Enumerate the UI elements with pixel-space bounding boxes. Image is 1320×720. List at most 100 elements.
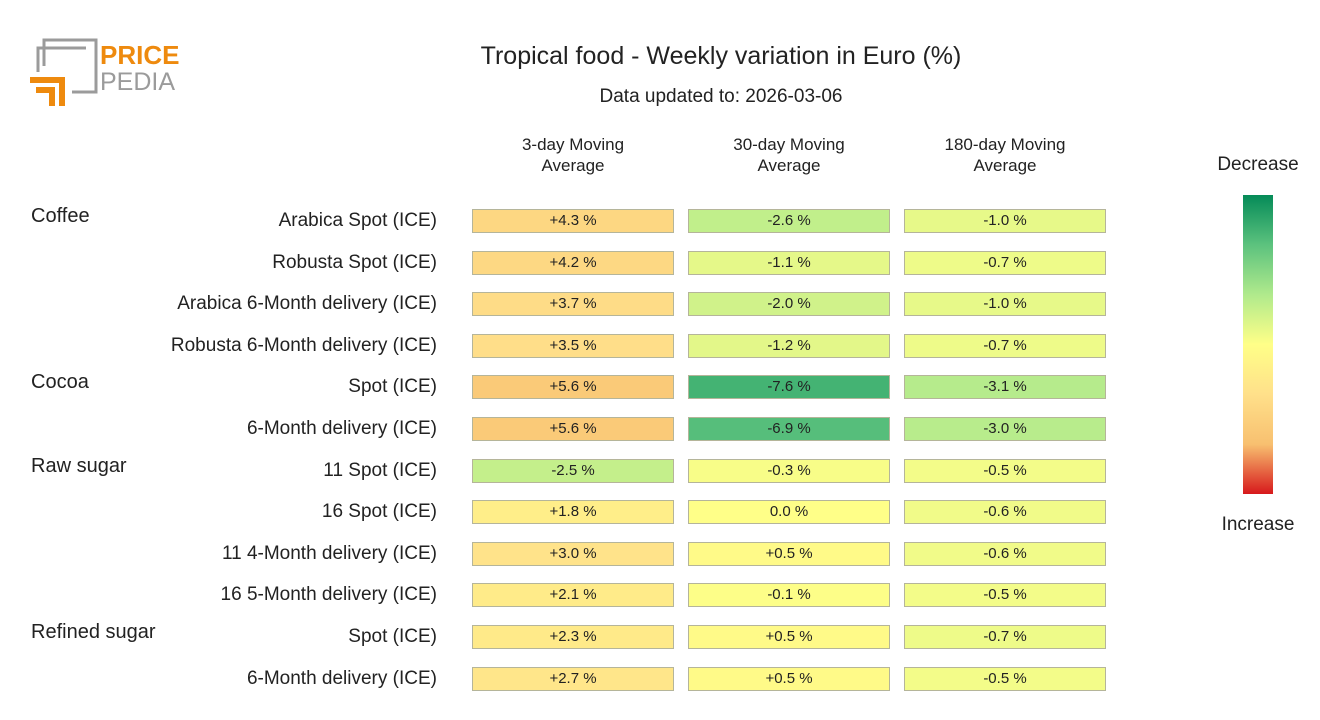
cell-label: -0.7 % — [983, 253, 1027, 271]
column-header: 3-day Moving Average — [521, 135, 625, 175]
row-label: 6-Month delivery (ICE) — [246, 418, 437, 439]
heatmap-cell: -0.5 % — [904, 666, 1106, 691]
heatmap-cell: -2.5 % — [472, 458, 674, 483]
cell-label: +3.5 % — [549, 336, 597, 354]
heatmap-cell: -0.6 % — [904, 500, 1106, 525]
row-label: Robusta Spot (ICE) — [272, 251, 437, 273]
cell-label: -0.6 % — [983, 503, 1027, 521]
heatmap-cell: +4.2 % — [472, 250, 674, 275]
column-header: 30-day Moving Average — [733, 135, 845, 175]
cell-label: +0.5 % — [765, 628, 813, 645]
cell-label: +2.1 % — [549, 586, 597, 604]
heatmap-cell: -2.6 % — [688, 209, 890, 233]
heatmap-cell: +0.5 % — [688, 625, 890, 649]
cell-label: +3.0 % — [549, 544, 597, 562]
heatmap-cell: -3.1 % — [904, 375, 1106, 400]
group-label: Cocoa — [31, 371, 89, 394]
heatmap-cell: +2.3 % — [472, 625, 674, 649]
row-label: 16 Spot (ICE) — [321, 501, 437, 523]
row-label: 11 Spot (ICE) — [323, 459, 437, 481]
heatmap-cell: +3.5 % — [472, 333, 674, 358]
cell-label: -7.6 % — [767, 378, 811, 396]
heatmap-cell: -0.7 % — [904, 333, 1106, 358]
cell-label: -0.7 % — [983, 628, 1027, 645]
group-label: Raw sugar — [31, 454, 127, 477]
cell-label: +4.2 % — [549, 253, 597, 271]
cell-label: +0.5 % — [765, 544, 813, 562]
heatmap-cell: +2.1 % — [472, 583, 674, 608]
colorbar-bottom-label: Increase — [1221, 514, 1295, 535]
cell-label: -2.6 % — [767, 212, 811, 229]
heatmap-cell: -0.5 % — [904, 458, 1106, 483]
cell-label: -3.1 % — [983, 378, 1027, 396]
cell-label: +2.7 % — [549, 669, 597, 687]
heatmap-cell: -2.0 % — [688, 292, 890, 317]
heatmap-cell: -1.1 % — [688, 250, 890, 275]
heatmap-cell: -0.7 % — [904, 250, 1106, 275]
heatmap-cell: +3.0 % — [472, 541, 674, 566]
cell-label: -0.1 % — [767, 586, 811, 604]
group-label: Coffee — [31, 205, 90, 227]
column-header: 180-day Moving Average — [944, 135, 1066, 175]
heatmap-cell: +5.6 % — [472, 375, 674, 400]
heatmap-cell: -0.1 % — [688, 583, 890, 608]
cell-label: -3.0 % — [983, 420, 1027, 437]
heatmap-cell: -7.6 % — [688, 375, 890, 400]
row-label: 6-Month delivery (ICE) — [246, 667, 437, 689]
heatmap-cell: +0.5 % — [688, 541, 890, 566]
cell-label: -0.3 % — [767, 461, 811, 479]
cell-label: +2.3 % — [549, 628, 597, 645]
heatmap-cell: -1.0 % — [904, 209, 1106, 233]
group-label: Refined sugar — [31, 621, 156, 643]
row-label: Spot (ICE) — [348, 376, 437, 398]
heatmap-cell: -1.2 % — [688, 333, 890, 358]
cell-label: -0.6 % — [983, 544, 1027, 562]
cell-label: +3.7 % — [549, 295, 597, 313]
heatmap-cell: -6.9 % — [688, 417, 890, 441]
heatmap-cell: +4.3 % — [472, 209, 674, 233]
heatmap-cell: +2.7 % — [472, 666, 674, 691]
cell-label: -1.0 % — [983, 295, 1027, 313]
row-label: 16 5-Month delivery (ICE) — [220, 584, 437, 606]
cell-label: 0.0 % — [769, 503, 809, 521]
cell-label: -0.7 % — [983, 336, 1027, 354]
heatmap-cell: +5.6 % — [472, 417, 674, 441]
colorbar — [1243, 195, 1273, 494]
cell-label: +1.8 % — [549, 503, 597, 521]
cell-label: -2.5 % — [551, 461, 595, 479]
title: Tropical food - Weekly variation in Euro… — [480, 42, 962, 70]
row-label: Arabica 6-Month delivery (ICE) — [177, 293, 437, 315]
heatmap-cell: +0.5 % — [688, 666, 890, 691]
cell-label: +5.6 % — [549, 378, 597, 396]
cell-label: +0.5 % — [765, 669, 813, 687]
logo-top: PRICE — [100, 40, 179, 70]
heatmap-cell: +1.8 % — [472, 500, 674, 525]
row-label: Spot (ICE) — [348, 626, 437, 647]
cell-label: -1.2 % — [767, 336, 811, 354]
cell-label: -6.9 % — [767, 420, 811, 437]
heatmap-cell: +3.7 % — [472, 292, 674, 317]
logo: PRICE PEDIA — [30, 38, 179, 106]
heatmap-cell: -0.6 % — [904, 541, 1106, 566]
cell-label: +4.3 % — [549, 212, 597, 229]
cell-label: -2.0 % — [767, 295, 811, 313]
colorbar-top-label: Decrease — [1217, 154, 1299, 175]
heatmap-cell: -3.0 % — [904, 417, 1106, 441]
cell-label: -0.5 % — [983, 669, 1027, 687]
cell-label: -1.1 % — [767, 253, 811, 271]
cell-label: +5.6 % — [549, 420, 597, 437]
row-label: 11 4-Month delivery (ICE) — [221, 542, 437, 564]
subtitle: Data updated to: 2026-03-06 — [599, 86, 843, 107]
row-label: Arabica Spot (ICE) — [278, 210, 437, 231]
cell-label: -0.5 % — [983, 586, 1027, 604]
logo-bottom: PEDIA — [100, 68, 175, 96]
row-label: Robusta 6-Month delivery (ICE) — [170, 334, 437, 356]
heatmap-cell: -0.7 % — [904, 625, 1106, 649]
cell-label: -1.0 % — [983, 212, 1027, 229]
heatmap-cell: -1.0 % — [904, 292, 1106, 317]
heatmap-cell: -0.5 % — [904, 583, 1106, 608]
heatmap-cell: 0.0 % — [688, 500, 890, 525]
cell-label: -0.5 % — [983, 461, 1027, 479]
heatmap-cell: -0.3 % — [688, 458, 890, 483]
